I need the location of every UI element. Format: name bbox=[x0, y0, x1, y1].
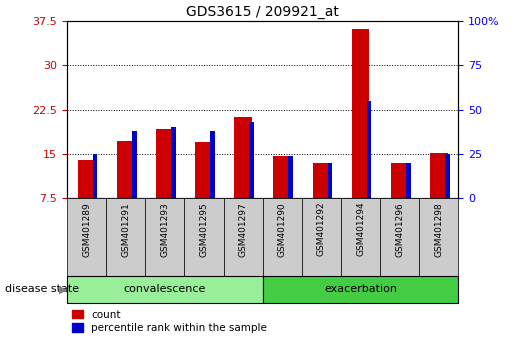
Text: GSM401297: GSM401297 bbox=[238, 202, 248, 257]
Bar bbox=[313, 163, 330, 198]
Text: convalescence: convalescence bbox=[124, 284, 206, 295]
Bar bbox=[430, 153, 448, 198]
Bar bbox=[117, 141, 134, 198]
Bar bbox=[78, 160, 95, 198]
Bar bbox=[93, 154, 97, 198]
Bar bbox=[273, 156, 291, 198]
Text: GSM401292: GSM401292 bbox=[317, 202, 326, 256]
Bar bbox=[132, 131, 136, 198]
Bar bbox=[195, 142, 213, 198]
Bar bbox=[234, 118, 252, 198]
Text: GSM401296: GSM401296 bbox=[395, 202, 404, 257]
Legend: count, percentile rank within the sample: count, percentile rank within the sample bbox=[72, 310, 267, 333]
Bar bbox=[249, 122, 254, 198]
Text: GSM401291: GSM401291 bbox=[121, 202, 130, 257]
Bar bbox=[367, 101, 371, 198]
Bar bbox=[406, 163, 410, 198]
Bar bbox=[156, 129, 174, 198]
Bar bbox=[210, 131, 215, 198]
Bar bbox=[328, 163, 332, 198]
Text: GSM401294: GSM401294 bbox=[356, 202, 365, 256]
Text: GSM401298: GSM401298 bbox=[434, 202, 443, 257]
Bar bbox=[288, 156, 293, 198]
Bar bbox=[445, 154, 450, 198]
Text: GSM401293: GSM401293 bbox=[160, 202, 169, 257]
Text: GSM401289: GSM401289 bbox=[82, 202, 91, 257]
Text: disease state: disease state bbox=[5, 284, 79, 295]
Bar bbox=[171, 127, 176, 198]
Title: GDS3615 / 209921_at: GDS3615 / 209921_at bbox=[186, 5, 339, 19]
Bar bbox=[352, 29, 369, 198]
Bar bbox=[391, 163, 408, 198]
Text: exacerbation: exacerbation bbox=[324, 284, 397, 295]
Text: ▶: ▶ bbox=[59, 284, 68, 295]
Text: GSM401290: GSM401290 bbox=[278, 202, 287, 257]
Text: GSM401295: GSM401295 bbox=[199, 202, 209, 257]
